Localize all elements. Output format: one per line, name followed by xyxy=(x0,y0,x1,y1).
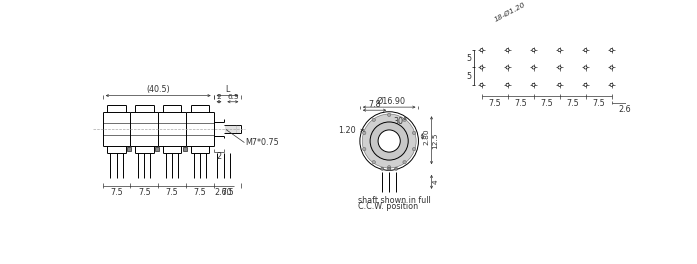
Text: 7.5: 7.5 xyxy=(540,99,553,108)
Text: 30°: 30° xyxy=(394,117,408,126)
Text: 2.60: 2.60 xyxy=(215,188,232,197)
Circle shape xyxy=(584,66,587,69)
Circle shape xyxy=(360,112,418,170)
Circle shape xyxy=(558,49,561,52)
Circle shape xyxy=(610,83,613,86)
Circle shape xyxy=(362,131,366,135)
Circle shape xyxy=(403,161,406,164)
Circle shape xyxy=(558,66,561,69)
Bar xyxy=(183,147,187,151)
Circle shape xyxy=(610,66,613,69)
Circle shape xyxy=(532,66,535,69)
Circle shape xyxy=(413,147,416,151)
Circle shape xyxy=(403,118,406,121)
Circle shape xyxy=(362,114,416,168)
Text: 2: 2 xyxy=(217,94,222,100)
Text: 7.5: 7.5 xyxy=(488,99,501,108)
Text: L: L xyxy=(225,85,229,94)
Circle shape xyxy=(506,66,509,69)
Text: 1.20: 1.20 xyxy=(339,126,356,135)
Text: 12.5: 12.5 xyxy=(432,133,438,149)
Circle shape xyxy=(378,130,400,152)
Circle shape xyxy=(480,66,483,69)
Circle shape xyxy=(584,49,587,52)
Circle shape xyxy=(558,83,561,86)
Text: 7.5: 7.5 xyxy=(193,188,206,197)
Text: 2.80: 2.80 xyxy=(423,128,429,145)
Circle shape xyxy=(395,167,397,170)
Text: 4: 4 xyxy=(432,180,438,184)
Text: 6.5: 6.5 xyxy=(227,94,238,100)
Text: shaft shown in full: shaft shown in full xyxy=(358,196,431,205)
Text: 5: 5 xyxy=(466,72,472,81)
Text: 7.5: 7.5 xyxy=(166,188,178,197)
Text: 18-Ø1.20: 18-Ø1.20 xyxy=(493,2,526,23)
Circle shape xyxy=(532,83,535,86)
Bar xyxy=(128,147,131,151)
Circle shape xyxy=(480,83,483,86)
Text: 7.5: 7.5 xyxy=(514,99,527,108)
Circle shape xyxy=(506,83,509,86)
Text: C.C.W. position: C.C.W. position xyxy=(358,202,418,211)
Text: 7.5: 7.5 xyxy=(566,99,579,108)
Circle shape xyxy=(388,166,391,169)
Bar xyxy=(155,147,159,151)
Circle shape xyxy=(584,83,587,86)
Circle shape xyxy=(388,113,391,116)
Circle shape xyxy=(413,131,416,135)
Circle shape xyxy=(372,161,376,164)
Text: 7.8: 7.8 xyxy=(368,100,381,109)
Circle shape xyxy=(362,147,366,151)
Text: 2: 2 xyxy=(217,152,222,161)
Text: (40.5): (40.5) xyxy=(146,85,170,94)
Circle shape xyxy=(372,118,376,121)
Circle shape xyxy=(388,167,391,170)
Circle shape xyxy=(381,167,384,170)
Text: 7.5: 7.5 xyxy=(592,99,605,108)
Circle shape xyxy=(480,49,483,52)
Circle shape xyxy=(532,49,535,52)
Text: M7*0.75: M7*0.75 xyxy=(245,138,279,147)
Text: 7.5: 7.5 xyxy=(110,188,123,197)
Circle shape xyxy=(506,49,509,52)
Text: 7.5: 7.5 xyxy=(138,188,151,197)
Text: 7.5: 7.5 xyxy=(221,188,233,197)
Text: 2.6: 2.6 xyxy=(618,105,631,114)
Text: Ø16.90: Ø16.90 xyxy=(376,97,405,106)
Circle shape xyxy=(610,49,613,52)
Text: 5: 5 xyxy=(466,54,472,63)
Circle shape xyxy=(370,122,408,160)
